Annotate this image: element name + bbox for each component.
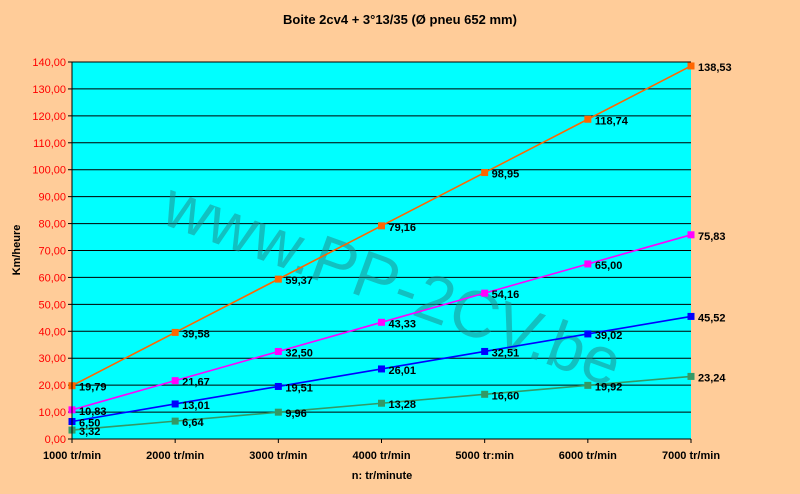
data-point — [274, 275, 282, 283]
y-tick-label: 130,00 — [32, 84, 66, 96]
data-point — [584, 260, 592, 268]
data-point — [171, 400, 179, 408]
data-label: 65,00 — [595, 260, 623, 272]
data-label: 23,24 — [698, 372, 726, 384]
data-point — [481, 289, 489, 297]
data-point — [687, 231, 695, 239]
y-tick-label: 60,00 — [38, 272, 66, 284]
y-tick-label: 120,00 — [32, 111, 66, 123]
chart-title: Boite 2cv4 + 3°13/35 (Ø pneu 652 mm) — [283, 12, 517, 27]
data-point — [687, 372, 695, 380]
data-label: 10,83 — [79, 406, 107, 418]
data-point — [378, 399, 385, 407]
data-label: 19,51 — [285, 382, 313, 394]
y-tick-label: 90,00 — [38, 192, 66, 204]
y-tick-label: 40,00 — [38, 326, 66, 338]
data-label: 98,95 — [492, 169, 520, 181]
y-tick-label: 80,00 — [38, 219, 66, 231]
data-point — [274, 408, 282, 416]
data-label: 138,53 — [698, 62, 732, 74]
x-tick-label: 1000 tr/min — [43, 450, 101, 462]
x-tick-label: 4000 tr/min — [352, 450, 410, 462]
data-label: 21,67 — [182, 377, 210, 389]
data-point — [274, 382, 282, 390]
data-label: 45,52 — [698, 312, 726, 324]
data-label: 13,28 — [389, 399, 417, 411]
data-label: 118,74 — [595, 115, 629, 127]
series-group — [68, 62, 695, 434]
data-label: 6,64 — [182, 417, 204, 429]
y-tick-label: 10,00 — [38, 407, 66, 419]
x-axis-title: n: tr/minute — [352, 470, 413, 482]
data-point — [171, 328, 179, 336]
data-label: 39,58 — [182, 328, 210, 340]
data-label: 43,33 — [389, 318, 417, 330]
data-point — [687, 312, 695, 320]
y-axis-ticks: 0,00 10,00 20,00 30,00 40,00 50,00 60,00 70,00 8… — [32, 57, 72, 446]
data-label: 26,01 — [389, 365, 417, 377]
data-label: 19,79 — [79, 382, 107, 394]
data-label: 32,50 — [285, 347, 313, 359]
data-point — [378, 222, 385, 230]
data-label: 59,37 — [285, 275, 313, 287]
data-label: 79,16 — [389, 222, 417, 234]
y-axis-title: Km/heure — [11, 225, 23, 276]
data-point — [481, 169, 489, 177]
y-tick-label: 30,00 — [38, 353, 66, 365]
y-tick-label: 140,00 — [32, 57, 66, 69]
data-point — [274, 347, 282, 355]
x-tick-label: 3000 tr/min — [249, 450, 307, 462]
data-label: 13,01 — [182, 400, 210, 412]
y-tick-label: 0,00 — [45, 434, 66, 446]
data-point — [687, 62, 695, 70]
data-point — [584, 330, 592, 338]
data-label: 75,83 — [698, 231, 726, 243]
y-tick-label: 110,00 — [33, 138, 66, 150]
data-point — [378, 318, 385, 326]
y-tick-label: 50,00 — [38, 299, 66, 311]
data-label: 54,16 — [492, 289, 520, 301]
data-point — [584, 381, 592, 389]
data-labels: 19,79 39,58 59,37 79,16 98,95 118,74 138,53 10,… — [79, 62, 732, 438]
data-label: 32,51 — [492, 347, 520, 359]
data-label: 16,60 — [492, 390, 520, 402]
data-point — [584, 115, 592, 123]
data-label: 9,96 — [285, 408, 306, 420]
data-label: 3,32 — [79, 426, 100, 438]
y-tick-label: 70,00 — [38, 246, 66, 258]
x-tick-label: 2000 tr/min — [146, 450, 204, 462]
data-point — [171, 377, 179, 385]
x-tick-label: 7000 tr/min — [662, 450, 720, 462]
data-label: 39,02 — [595, 330, 623, 342]
data-point — [481, 347, 489, 355]
x-tick-label: 5000 tr:min — [455, 450, 514, 462]
y-tick-label: 20,00 — [38, 380, 66, 392]
data-point — [481, 390, 489, 398]
gridlines — [72, 61, 691, 413]
x-tick-label: 6000 tr/min — [559, 450, 617, 462]
data-point — [378, 365, 385, 373]
data-point — [171, 417, 179, 425]
x-axis-ticks: 1000 tr/min 2000 tr/min 3000 tr/min 4000 tr… — [43, 439, 720, 462]
y-tick-label: 100,00 — [32, 165, 66, 177]
data-label: 6,50 — [79, 417, 100, 429]
data-label: 19,92 — [595, 381, 623, 393]
